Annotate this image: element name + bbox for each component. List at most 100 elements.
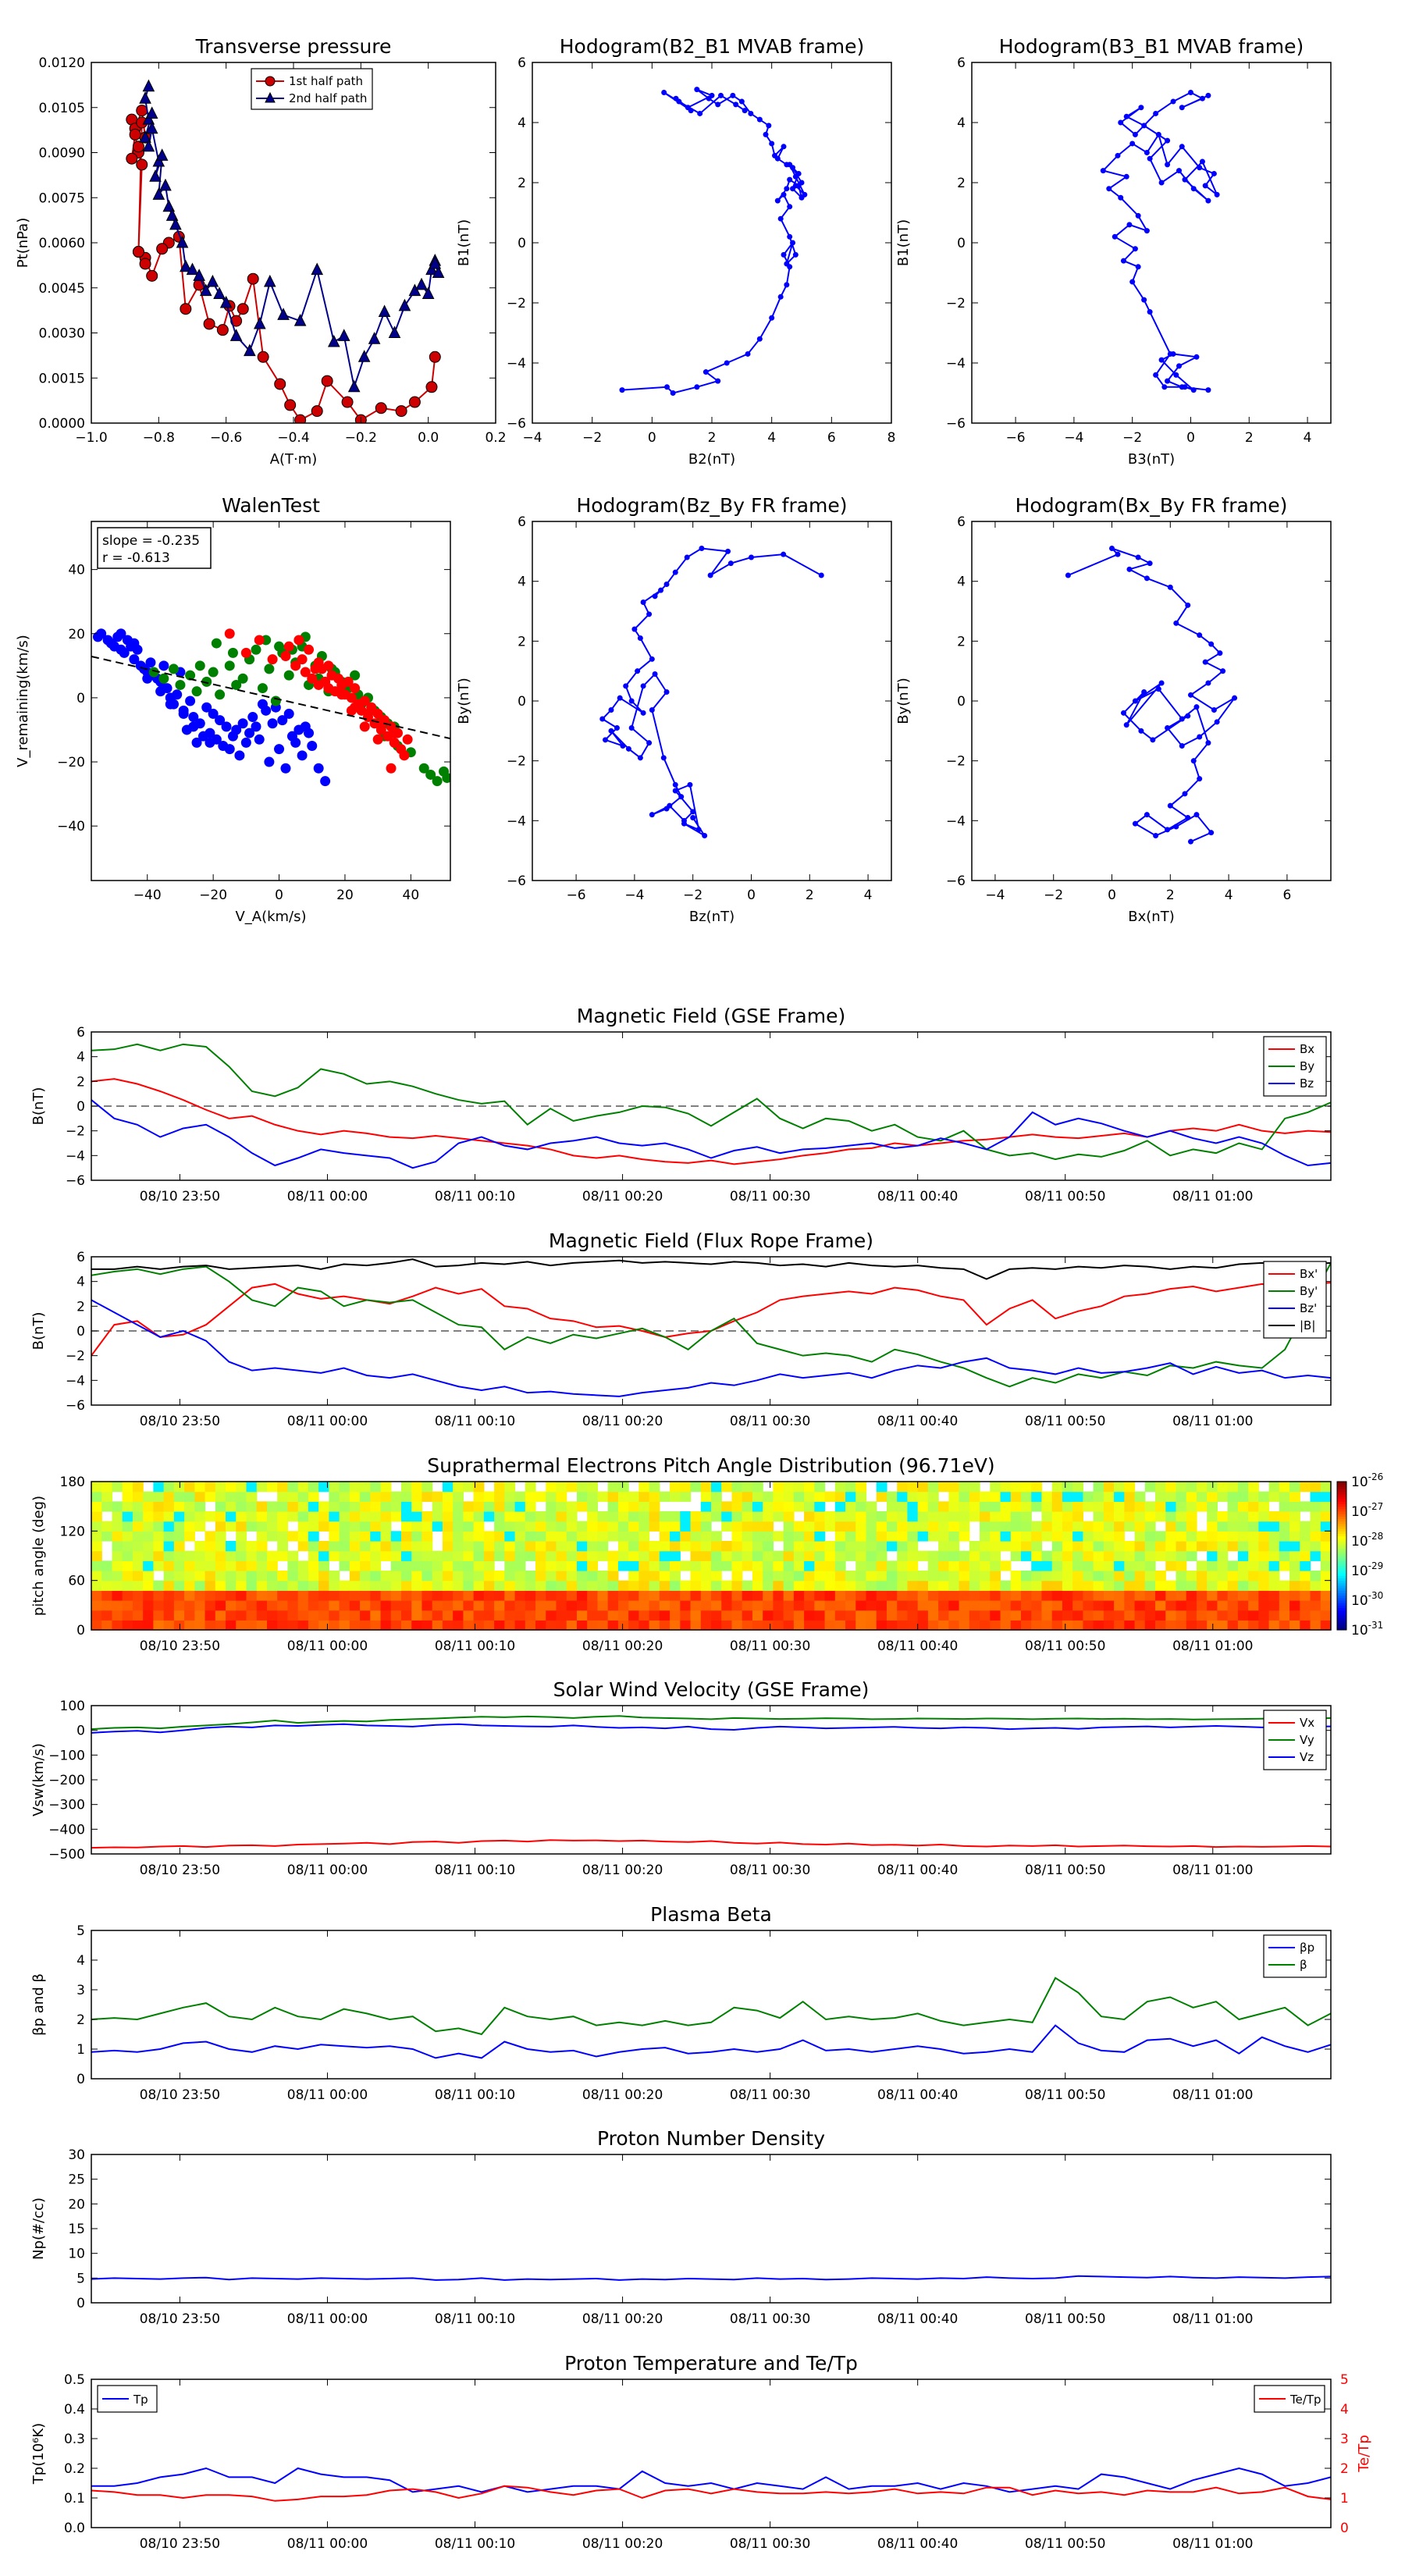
pitch-angle-cell [504,1531,516,1542]
hodo_bz_by-series-0-point [781,551,787,557]
pitch_angle-ytick-label: 180 [60,1475,85,1490]
pitch-angle-cell [1051,1482,1063,1493]
pitch-angle-cell [1144,1580,1156,1591]
solar_wind_velocity-legend-label: Vz [1300,1750,1314,1764]
pitch-angle-cell [711,1580,722,1591]
plasma_beta-ytick-label: 5 [76,1923,85,1939]
proton_density-xtick-label: 08/11 00:20 [582,2311,663,2327]
pitch-angle-cell [948,1541,960,1552]
pitch-angle-cell [1207,1541,1218,1552]
pitch-angle-cell [711,1501,722,1512]
pitch-angle-cell [215,1521,226,1532]
pitch-angle-cell [897,1482,909,1493]
pitch-angle-colorbar-segment [1337,1590,1346,1593]
proton_density-series-0-line [91,2275,1331,2281]
pitch-angle-cell [680,1511,692,1522]
pitch-angle-cell [597,1550,609,1561]
hodo_bx_by-series-0-point [1179,716,1185,722]
pitch-angle-cell [535,1521,546,1532]
pitch-angle-cell [1072,1560,1083,1571]
pitch-angle-cell [763,1501,774,1512]
pitch-angle-cell [194,1560,206,1571]
pitch-angle-cell [897,1580,909,1591]
pitch-angle-cell [1176,1580,1187,1591]
pitch-angle-cell [380,1550,392,1561]
pitch-angle-cell [1062,1531,1073,1542]
transverse_pressure-series-0-point [311,405,323,418]
transverse_pressure-series-1-point [254,316,266,329]
pitch-angle-cell [834,1541,846,1552]
pitch-angle-cell [804,1521,815,1532]
pitch-angle-cell [1083,1610,1094,1621]
pitch-angle-cell [236,1541,247,1552]
pitch-angle-colorbar-segment [1337,1496,1346,1500]
pitch-angle-cell [1237,1590,1249,1601]
pitch-angle-cell [546,1550,557,1561]
magnetic_field_fr-ytick-label: 6 [76,1250,85,1265]
pitch_angle-ytick-label: 60 [68,1574,85,1589]
pitch-angle-cell [1144,1590,1156,1601]
pitch-angle-cell [556,1610,567,1621]
pitch-angle-cell [349,1610,361,1621]
pitch-angle-cell [1217,1550,1229,1561]
pitch-angle-cell [380,1491,392,1502]
hodo_b2_b1-series-0-point [781,144,787,150]
pitch-angle-cell [990,1610,1001,1621]
walen_test-series-0-point [201,702,212,713]
pitch-angle-cell [132,1560,144,1571]
pitch-angle-cell [1320,1580,1331,1591]
walen_test-series-1-point [442,773,450,784]
pitch-angle-cell [959,1482,970,1493]
pitch-angle-cell [948,1610,960,1621]
pitch-angle-cell [360,1571,371,1582]
pitch-angle-cell [876,1620,887,1630]
pitch-angle-cell [1186,1580,1197,1591]
pitch-angle-cell [143,1590,154,1601]
pitch-angle-cell [752,1580,763,1591]
pitch-angle-cell [773,1560,784,1571]
magnetic_field_gse-plot-area [91,1043,1331,1169]
pitch-angle-cell [122,1511,133,1522]
pitch-angle-cell [163,1600,175,1611]
hodo_b3_b1-series-0-point [1161,384,1168,390]
pitch-angle-cell [1072,1590,1083,1601]
pitch-angle-cell [256,1580,268,1591]
pitch-angle-cell [205,1560,216,1571]
pitch-angle-cell [990,1491,1001,1502]
pitch-angle-cell [349,1600,361,1611]
pitch-angle-cell [617,1491,629,1502]
pitch-angle-cell [153,1511,165,1522]
pitch-angle-cell [1300,1600,1311,1611]
magnetic_field_gse-ytick-label: −6 [66,1173,85,1189]
pitch-angle-cell [1000,1590,1012,1601]
pitch-angle-cell [1227,1571,1239,1582]
pitch-angle-cell [535,1560,546,1571]
pitch-angle-cell [556,1511,567,1522]
proton_temperature-xtick-label: 08/11 00:00 [287,2536,368,2552]
pitch-angle-cell [1196,1482,1208,1493]
pitch-angle-cell [473,1610,485,1621]
pitch-angle-cell [1031,1482,1043,1493]
pitch-angle-cell [617,1600,629,1611]
pitch-angle-cell [1124,1590,1136,1601]
pitch_angle-title: Suprathermal Electrons Pitch Angle Distr… [427,1454,994,1477]
pitch-angle-cell [153,1560,165,1571]
pitch-angle-cell [731,1590,743,1601]
pitch-angle-cell [1021,1550,1032,1561]
transverse_pressure-series-1-point [206,274,219,287]
pitch-angle-cell [297,1521,309,1532]
hodo_b2_b1-series-0-point [748,110,754,116]
pitch-angle-cell [1320,1501,1331,1512]
plasma_beta-xtick-label: 08/11 00:20 [582,2087,663,2103]
hodo_b3_b1-ytick-label: 2 [957,176,966,191]
pitch-angle-colorbar-segment [1337,1484,1346,1487]
hodo_bx_by-xtick-label: 6 [1282,888,1291,903]
pitch-angle-cell [804,1541,815,1552]
pitch-angle-cell [318,1610,329,1621]
pitch-angle-cell [1237,1541,1249,1552]
pitch-angle-cell [339,1560,350,1571]
transverse_pressure-series-0-point [180,303,192,315]
pitch-angle-colorbar-segment [1337,1595,1346,1599]
pitch-angle-cell [1279,1550,1290,1561]
